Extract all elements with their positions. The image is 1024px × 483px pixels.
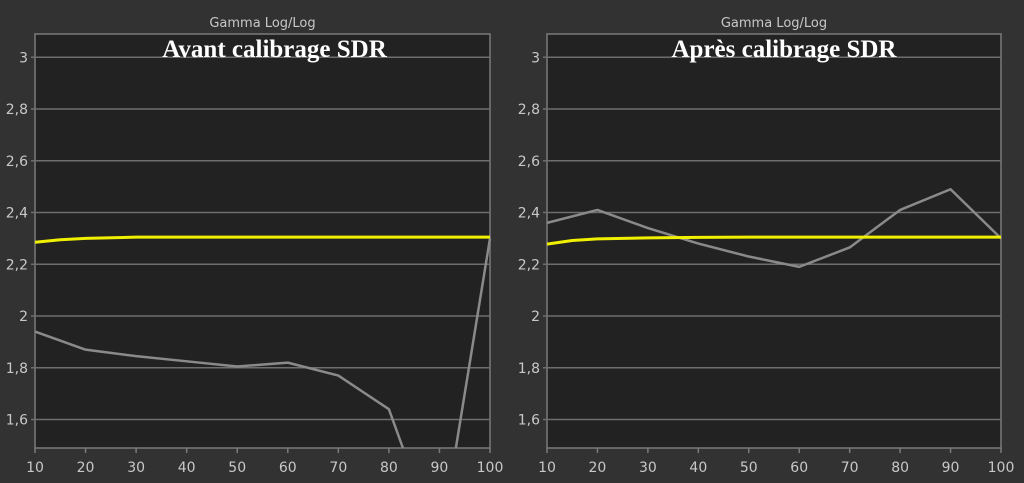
y-tick-label: 2,6 bbox=[6, 154, 28, 170]
x-tick-label: 50 bbox=[740, 460, 758, 476]
x-tick-label: 30 bbox=[639, 460, 657, 476]
y-tick-label: 2,8 bbox=[6, 102, 28, 118]
x-tick-label: 50 bbox=[228, 460, 246, 476]
x-tick-label: 90 bbox=[431, 460, 449, 476]
y-tick-label: 2 bbox=[531, 309, 540, 325]
x-tick-label: 70 bbox=[841, 460, 859, 476]
chart-subtitle: Gamma Log/Log bbox=[721, 16, 827, 31]
x-tick-label: 80 bbox=[380, 460, 398, 476]
y-tick-label: 2,8 bbox=[518, 102, 540, 118]
x-tick-label: 60 bbox=[790, 460, 808, 476]
measured-gamma-line bbox=[546, 188, 1002, 269]
measured-gamma-line bbox=[454, 238, 492, 449]
y-tick-label: 1,6 bbox=[518, 413, 540, 429]
x-tick-label: 20 bbox=[589, 460, 607, 476]
chart-title: Après calibrage SDR bbox=[672, 36, 898, 63]
x-tick-label: 100 bbox=[988, 460, 1015, 476]
x-tick-label: 10 bbox=[26, 460, 44, 476]
y-tick-label: 2,2 bbox=[518, 257, 540, 273]
y-tick-label: 2 bbox=[19, 309, 28, 325]
chart-title: Avant calibrage SDR bbox=[162, 36, 387, 63]
plot-area bbox=[546, 33, 1002, 449]
chart-panel-2: Gamma Log/Log 3 2,8 2,6 2,4 2,2 2 1,8 1,6 10 20 30 4… bbox=[518, 16, 1015, 476]
y-tick-label: 1,8 bbox=[6, 361, 28, 377]
y-tick-label: 1,8 bbox=[518, 361, 540, 377]
x-tick-label: 40 bbox=[178, 460, 196, 476]
plot-area bbox=[34, 33, 491, 449]
y-tick-label: 1,6 bbox=[6, 413, 28, 429]
x-tick-label: 80 bbox=[891, 460, 909, 476]
x-tick-label: 60 bbox=[279, 460, 297, 476]
y-tick-label: 3 bbox=[531, 50, 540, 66]
y-tick-label: 2,4 bbox=[6, 206, 28, 222]
chart-subtitle: Gamma Log/Log bbox=[209, 16, 315, 31]
chart-panel-1: Gamma Log/Log 3 2,8 2,6 2,4 2,2 2 1,8 1,6 10 20 30 4… bbox=[6, 16, 504, 476]
y-tick-label: 2,2 bbox=[6, 257, 28, 273]
y-tick-label: 2,6 bbox=[518, 154, 540, 170]
x-tick-label: 20 bbox=[77, 460, 95, 476]
y-tick-label: 2,4 bbox=[518, 206, 540, 222]
y-tick-label: 3 bbox=[19, 50, 28, 66]
x-tick-label: 10 bbox=[538, 460, 556, 476]
x-tick-label: 30 bbox=[127, 460, 145, 476]
x-tick-label: 100 bbox=[477, 460, 504, 476]
x-tick-label: 90 bbox=[942, 460, 960, 476]
x-tick-label: 70 bbox=[329, 460, 347, 476]
x-tick-label: 40 bbox=[689, 460, 707, 476]
